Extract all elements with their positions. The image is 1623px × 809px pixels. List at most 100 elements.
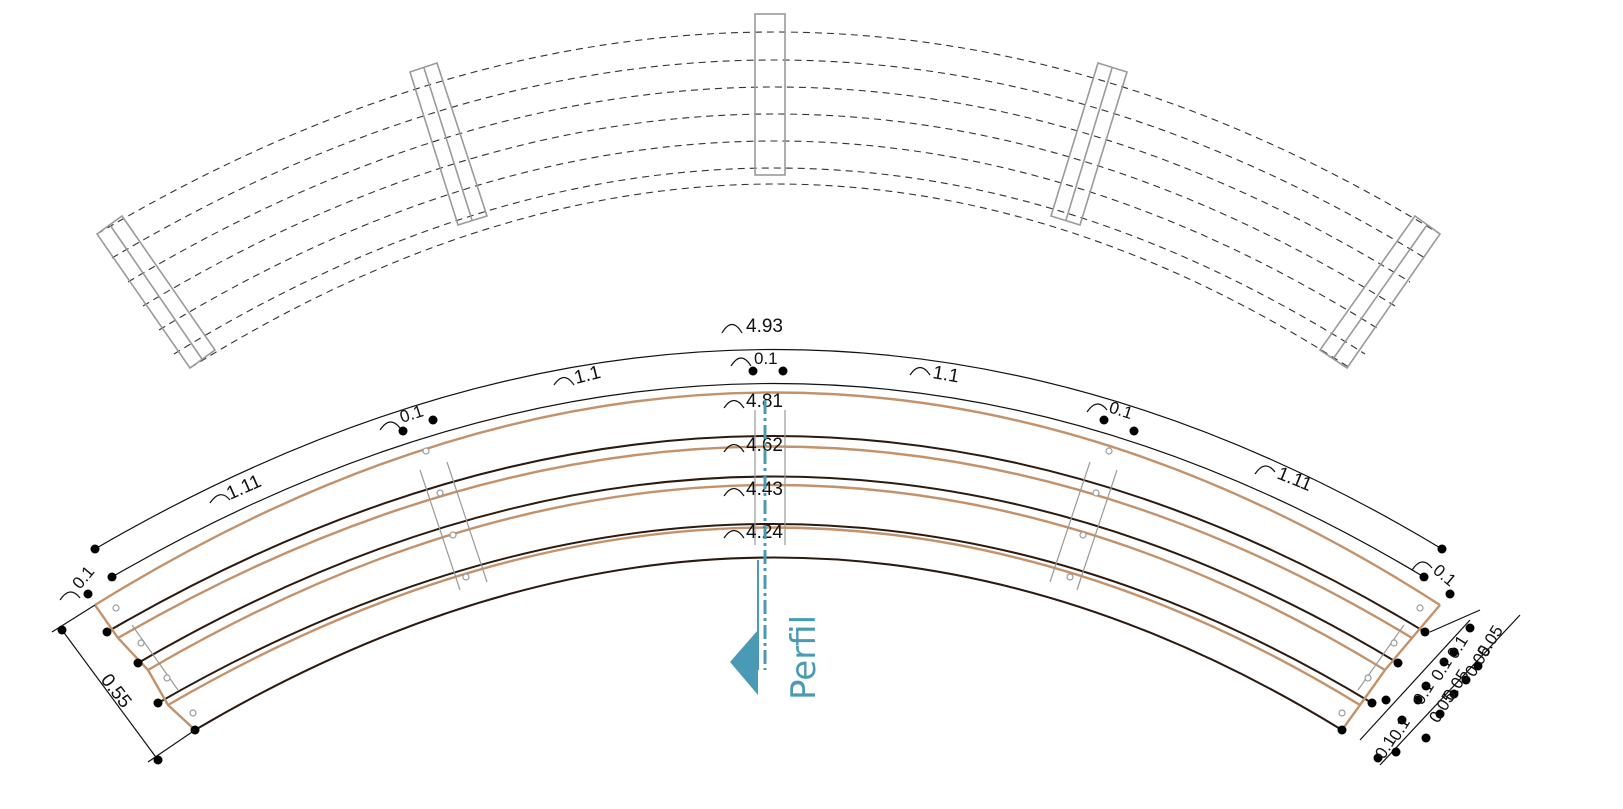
right-dim-line-2 [1379, 614, 1521, 766]
top-arc-5 [158, 140, 1381, 331]
gap-dimension-arc [111, 383, 1425, 578]
top-slat-left-edge-mid [109, 224, 203, 360]
board-1-top-edge [94, 391, 1441, 607]
bottom-plan-view [51, 323, 1521, 766]
section-arrow-icon [730, 630, 758, 695]
screw-hole [1416, 604, 1424, 612]
arc-label-total: 4.93 [746, 316, 783, 337]
screw-hole [137, 639, 145, 647]
dim-dot [153, 755, 163, 765]
top-slat-right-mid [1050, 61, 1128, 227]
slat-left-1 [419, 469, 461, 591]
screw-hole [1390, 639, 1398, 647]
screw-hole [1338, 709, 1346, 717]
dim-dot [1420, 627, 1430, 637]
dim-dot [1445, 589, 1455, 599]
dim-dot [398, 426, 408, 436]
dim-dot [778, 366, 788, 376]
arc-symbol [723, 443, 745, 453]
dim-dot [153, 698, 163, 708]
board-2-bottom-edge [137, 475, 1399, 664]
top-arc-7 [189, 183, 1351, 369]
top-slat-right-edge [1318, 214, 1442, 370]
top-arc-2 [111, 59, 1426, 259]
dim-dot [1435, 709, 1445, 719]
screw-hole [1105, 447, 1113, 455]
dim-dot [1397, 715, 1407, 725]
dim-dot [1439, 657, 1449, 667]
segment-label-right-outer: 1.11 [1274, 463, 1315, 496]
arc-symbol [723, 529, 745, 539]
top-slat-right-mid-line [1065, 67, 1113, 221]
dim-dot [83, 589, 93, 599]
dim-dot [1129, 426, 1139, 436]
arc-symbol [209, 494, 231, 504]
dim-dot [102, 627, 112, 637]
top-slat-left-mid-line [423, 67, 473, 221]
dim-dot [90, 544, 100, 554]
dim-dot [107, 572, 117, 582]
dim-dot [1367, 698, 1377, 708]
dim-dot [1465, 623, 1475, 633]
dim-dot [1449, 689, 1459, 699]
left-end-cap [94, 604, 196, 731]
arc-symbol [59, 591, 81, 601]
arc-symbol [1411, 561, 1433, 571]
board-4-bottom-edge [194, 556, 1343, 731]
left-dim-line [61, 629, 159, 761]
right-end-cap [1341, 604, 1441, 731]
gap-label-left-edge: 0.1 [69, 562, 99, 592]
slat-right-1 [1049, 461, 1091, 583]
dim-dot [748, 366, 758, 376]
top-arc-4 [142, 113, 1396, 307]
screw-hole [422, 447, 430, 455]
segment-label-right-inner: 1.1 [931, 362, 961, 387]
gap-label-center: 0.1 [754, 349, 778, 368]
arc-symbol [721, 323, 743, 334]
arc-symbol [1254, 465, 1276, 475]
board-1-bottom-edge [106, 435, 1426, 633]
dim-dot [428, 415, 438, 425]
arc-label-row3: 4.43 [746, 479, 783, 500]
top-arc-3 [127, 86, 1411, 283]
right-dim-label-1: 0.1 [1443, 632, 1472, 662]
screw-hole [189, 709, 197, 717]
screw-hole [449, 531, 457, 539]
section-marker[interactable]: Perfil [730, 400, 824, 700]
board-4-top-edge [167, 526, 1361, 707]
screw-hole [1066, 573, 1074, 581]
right-dim-line-1 [1429, 609, 1481, 633]
screw-hole [462, 573, 470, 581]
gap-label-right-edge: 0.1 [1429, 561, 1459, 591]
screw-hole [1092, 489, 1100, 497]
dim-dot [1337, 725, 1347, 735]
top-arc-1 [96, 31, 1441, 235]
dim-dot [1449, 647, 1459, 657]
screw-hole [163, 674, 171, 682]
gap-label-right-mid: 0.1 [1107, 398, 1135, 423]
top-slat-left-edge [95, 214, 217, 370]
dim-dot [1393, 658, 1403, 668]
dim-dot [57, 625, 67, 635]
dim-dot [1461, 675, 1471, 685]
screw-hole [112, 604, 120, 612]
left-dimension-label: 0.55 [96, 670, 135, 712]
board-3-bottom-edge [157, 523, 1373, 704]
screw-hole [1364, 674, 1372, 682]
arc-symbol [1086, 403, 1108, 413]
arc-symbol [379, 421, 401, 431]
screw-hole [1079, 531, 1087, 539]
arc-symbol [723, 399, 745, 409]
board-3-top-edge [147, 483, 1386, 672]
dim-dot [1373, 753, 1383, 763]
board-2-top-edge [117, 445, 1413, 640]
arc-symbol [730, 357, 752, 367]
top-arc-6 [173, 167, 1366, 355]
arc-symbol [723, 487, 745, 497]
dim-dot [1391, 747, 1401, 757]
segment-label-left-outer: 1.11 [223, 471, 264, 505]
gap-label-left-mid: 0.1 [397, 401, 425, 426]
arc-symbol [909, 366, 931, 376]
section-label: Perfil [784, 615, 824, 700]
